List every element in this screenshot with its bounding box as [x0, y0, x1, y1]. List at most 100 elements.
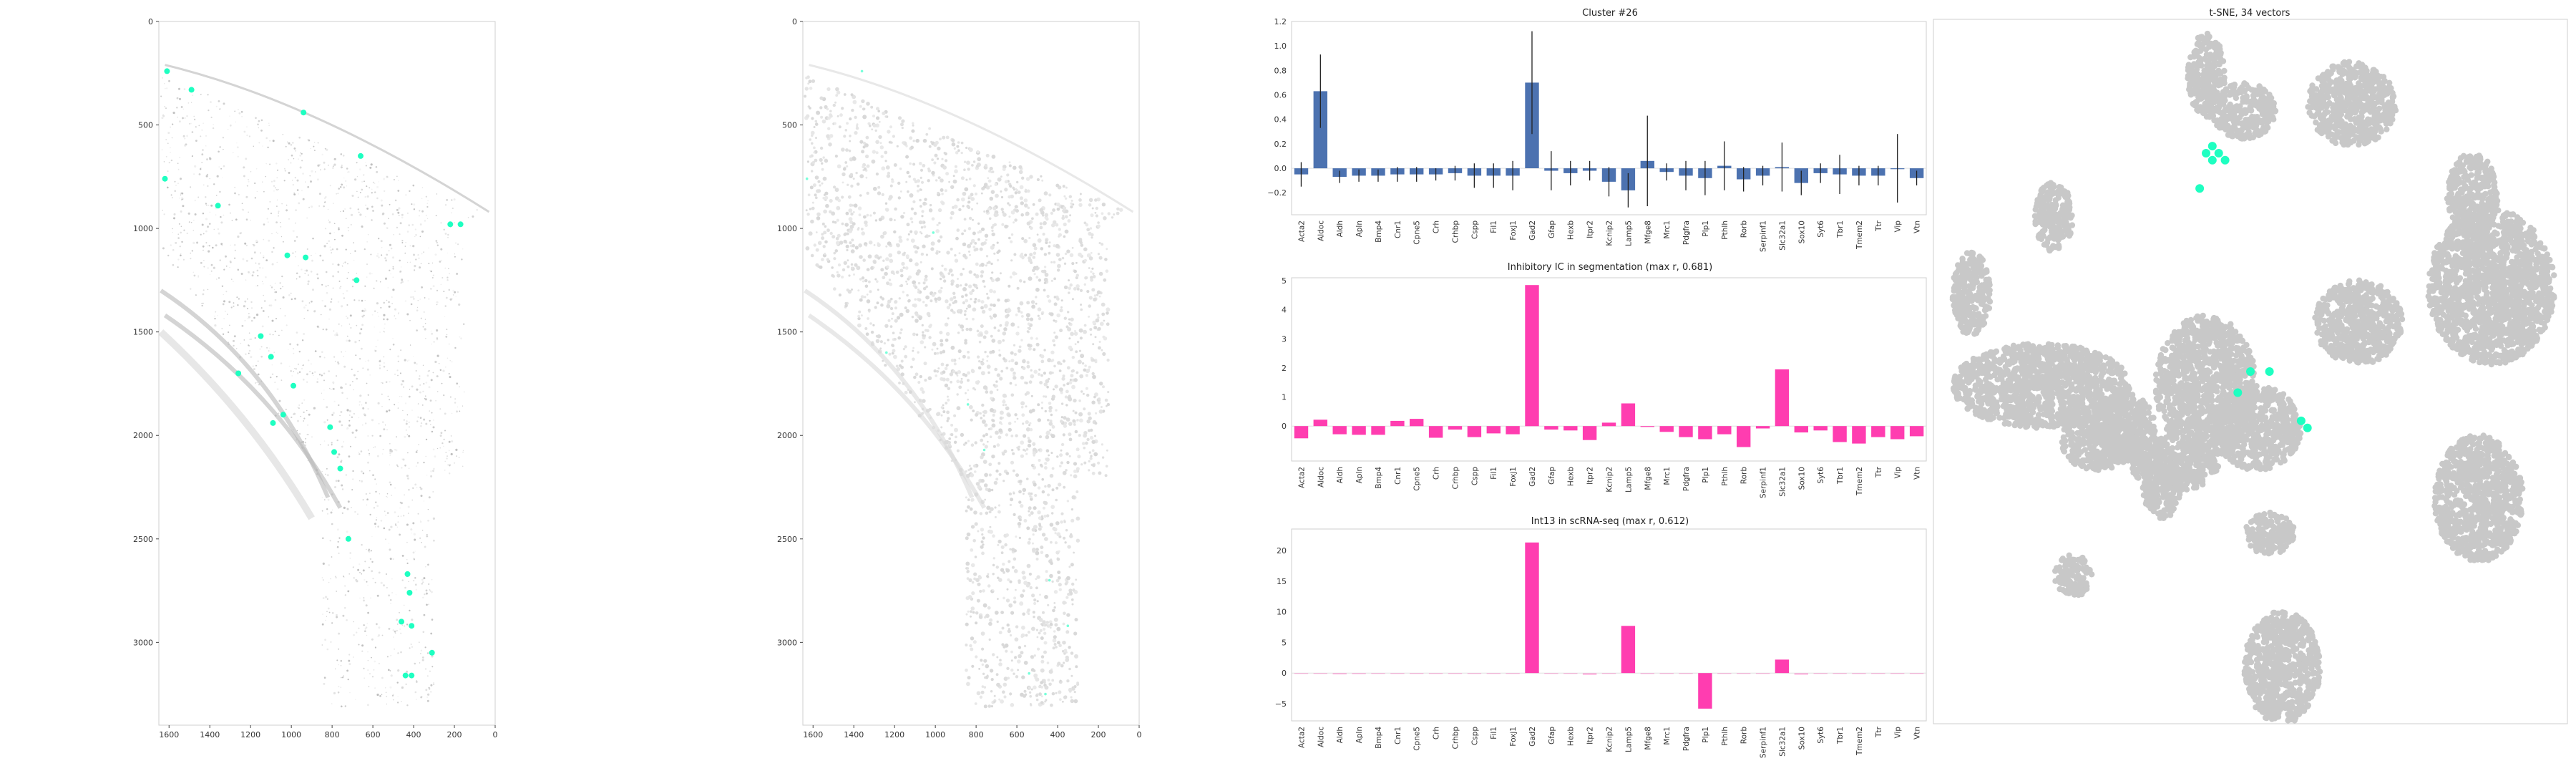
highlight-point — [932, 231, 935, 234]
tsne-point — [2045, 221, 2051, 227]
tsne-point — [2351, 69, 2356, 74]
tsne-point — [2223, 119, 2228, 125]
tsne-point — [2524, 317, 2530, 323]
tsne-point — [2363, 321, 2369, 326]
tsne-point — [2483, 273, 2489, 279]
highlight-point — [327, 425, 333, 430]
tsne-point — [2538, 276, 2544, 282]
tsne-point — [2492, 188, 2498, 194]
x-tick-label: Gfap — [1548, 727, 1556, 745]
x-tick-label: 600 — [366, 730, 381, 739]
tsne-point — [2376, 353, 2382, 359]
tsne-point — [2316, 302, 2321, 308]
x-tick-label: Tbr1 — [1836, 727, 1845, 745]
tsne-point — [2468, 291, 2474, 297]
tsne-point — [2462, 241, 2468, 247]
x-tick-label: Cpne5 — [1413, 727, 1422, 751]
tsne-point — [2381, 74, 2386, 79]
bar-Fil1 — [1487, 673, 1501, 674]
tsne-point — [2318, 122, 2323, 127]
tsne-point — [2214, 47, 2220, 53]
x-tick-label: Pdgfra — [1682, 220, 1691, 245]
y-tick-label: 3000 — [133, 638, 153, 647]
tsne-point — [2480, 354, 2486, 359]
tsne-point — [2441, 294, 2447, 300]
tsne-point — [2334, 134, 2340, 140]
tsne-point — [2345, 110, 2351, 116]
tsne-point — [2462, 337, 2467, 343]
tsne-point — [2482, 165, 2487, 171]
x-tick-label: Foxj1 — [1509, 727, 1518, 747]
tsne-point — [2533, 298, 2539, 304]
tsne-point — [2197, 107, 2203, 113]
tsne-point — [2392, 316, 2398, 322]
tsne-point — [2477, 310, 2483, 316]
tsne-point — [2457, 160, 2462, 165]
bar-Itpr2 — [1583, 426, 1596, 440]
tsne-point — [2049, 215, 2054, 220]
x-tick-label: Fil1 — [1490, 220, 1498, 233]
tsne-point — [2494, 326, 2500, 332]
tsne-point — [2327, 349, 2333, 354]
tsne-point — [2538, 319, 2544, 325]
bar-Syt6 — [1814, 673, 1828, 674]
tsne-point — [2542, 324, 2548, 330]
tsne-point — [2502, 228, 2507, 233]
tsne-point — [2451, 331, 2457, 336]
tsne-panel: t-SNE, 34 vectors — [1932, 0, 2576, 773]
tsne-point — [2427, 303, 2433, 309]
tsne-point — [2328, 289, 2333, 295]
x-tick-label: Pthlh — [1721, 727, 1729, 746]
x-tick-label: 1000 — [281, 730, 301, 739]
tsne-point — [2344, 326, 2350, 332]
x-tick-label: 0 — [493, 730, 498, 739]
tsne-point — [2245, 129, 2251, 135]
tsne-point — [2323, 110, 2328, 115]
x-tick-label: Mfge8 — [1644, 727, 1652, 750]
tsne-point — [2194, 67, 2200, 72]
tsne-point — [2042, 215, 2048, 221]
tsne-point — [2386, 119, 2392, 125]
tsne-point — [2441, 285, 2447, 291]
tsne-point — [2487, 308, 2492, 314]
tsne-point — [2354, 336, 2360, 342]
highlight-point — [346, 536, 351, 542]
tsne-point — [2451, 312, 2457, 318]
tsne-point — [2065, 197, 2071, 203]
tsne-point — [2371, 120, 2377, 126]
x-tick-label: Rorb — [1740, 220, 1749, 238]
tsne-point — [2494, 352, 2500, 358]
tsne-point — [2443, 259, 2449, 265]
bar-Apln — [1352, 426, 1365, 435]
tsne-point — [2517, 217, 2523, 223]
highlight-point — [270, 420, 276, 426]
x-tick-label: Crh — [1433, 727, 1441, 739]
tsne-point — [2480, 359, 2486, 364]
tsne-point — [2346, 76, 2352, 82]
tsne-point — [2358, 347, 2364, 353]
tsne-point — [2356, 126, 2361, 132]
tsne-point — [2368, 126, 2374, 132]
tsne-point — [2364, 106, 2370, 112]
tsne-point — [2378, 116, 2384, 122]
tsne-point — [2545, 277, 2550, 283]
tsne-point — [2457, 222, 2463, 228]
tsne-point — [2379, 344, 2385, 349]
highlight-point — [303, 255, 308, 261]
tsne-point — [2386, 348, 2391, 354]
y-tick-label: 1.2 — [1274, 17, 1287, 26]
tsne-point — [2311, 113, 2317, 119]
tsne-point — [2323, 121, 2329, 127]
tsne-point — [2521, 349, 2527, 355]
tsne-point — [2205, 92, 2211, 97]
bar-Acta2 — [1294, 426, 1308, 438]
tsne-point — [2339, 288, 2345, 294]
tsne-point — [2203, 47, 2209, 52]
tsne-point — [2541, 289, 2547, 295]
tsne-point — [2060, 203, 2066, 208]
tsne-point — [2471, 242, 2477, 248]
x-tick-label: Gad2 — [1528, 467, 1537, 487]
tsne-point — [2487, 351, 2492, 357]
